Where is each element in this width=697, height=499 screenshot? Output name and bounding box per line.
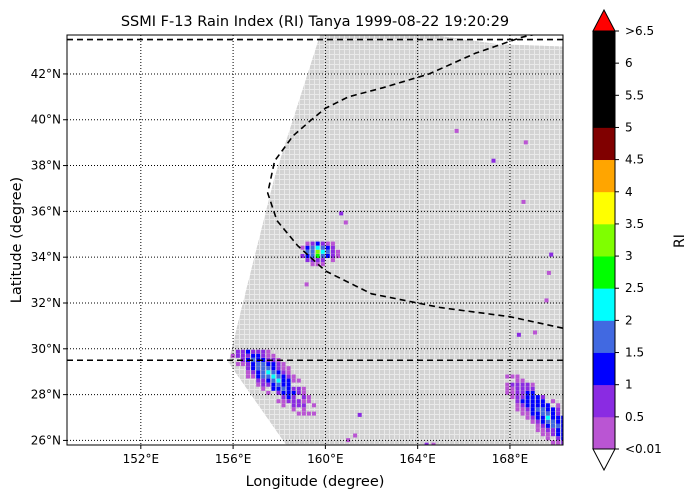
colorbar-tick-label: 3 [625,249,633,263]
plot-frame [66,34,564,446]
colorbar-tick-label: 5 [625,120,633,134]
y-tick-label: 34°N [31,250,61,264]
colorbar-under-arrow [592,448,616,472]
colorbar-tick-label: 2 [625,313,633,327]
colorbar-tick-label: 2.5 [625,281,644,295]
x-axis-label: Longitude (degree) [246,474,385,490]
x-tick-label: 156°E [215,452,252,466]
y-axis-ticks: 26°N 28°N 30°N 32°N 34°N 36°N 38°N 40°N 42°N [31,67,67,447]
y-tick-label: 28°N [31,388,61,402]
chart-title: SSMI F-13 Rain Index (RI) Tanya 1999-08-… [121,14,509,30]
y-tick-label: 26°N [31,433,61,447]
storm-track-line [266,35,563,329]
y-tick-label: 42°N [31,67,61,81]
y-tick-label: 40°N [31,113,61,127]
y-tick-label: 30°N [31,342,61,356]
x-tick-label: 152°E [123,452,160,466]
colorbar-tick-label: 4 [625,185,633,199]
x-axis-ticks: 152°E 156°E 160°E 164°E 168°E [123,445,529,466]
colorbar-tick-label: 4.5 [625,153,644,167]
rain-region-1 [230,349,316,416]
y-tick-label: 36°N [31,204,61,218]
x-tick-label: 168°E [492,452,529,466]
colorbar-segment [593,31,615,64]
colorbar-tick-label: 0.5 [625,410,644,424]
colorbar-segment [593,416,615,450]
colorbar-segment [593,320,615,353]
colorbar-segment [593,127,615,161]
x-tick-label: 164°E [399,452,436,466]
colorbar-tick-label: 5.5 [625,88,644,102]
colorbar-segment [593,95,615,128]
colorbar-segment [593,352,615,386]
dashed-lines [67,35,563,362]
colorbar-tick-label: 1.5 [625,346,644,360]
colorbar-tick-label: 6 [625,56,633,70]
colorbar-label: RI [672,234,688,248]
rain-region-3 [505,374,563,445]
colorbar-tick-label: 1 [625,378,633,392]
y-tick-label: 38°N [31,159,61,173]
x-tick-label: 160°E [307,452,344,466]
swath-layer [228,35,563,445]
colorbar-segment [593,256,615,289]
y-tick-label: 32°N [31,296,61,310]
colorbar-tick-label: >6.5 [625,24,654,38]
colorbar-segment [593,223,615,257]
colorbar: <0.01 0.5 1 1.5 2 2.5 3 3.5 4 4.5 5 5.5 6 >6.5 [592,8,662,472]
rain-layer [230,128,563,445]
y-axis-label: Latitude (degree) [9,177,25,303]
scattered-rain-cells [304,128,554,445]
colorbar-segment [593,63,615,96]
colorbar-segment [593,384,615,418]
colorbar-segment [593,159,615,193]
colorbar-tick-label: <0.01 [625,442,662,456]
colorbar-tick-label: 3.5 [625,217,644,231]
colorbar-over-arrow [592,8,616,32]
colorbar-segment [593,288,615,321]
colorbar-frame [592,30,616,450]
colorbar-segment [593,191,615,225]
grid-lines [67,35,563,445]
